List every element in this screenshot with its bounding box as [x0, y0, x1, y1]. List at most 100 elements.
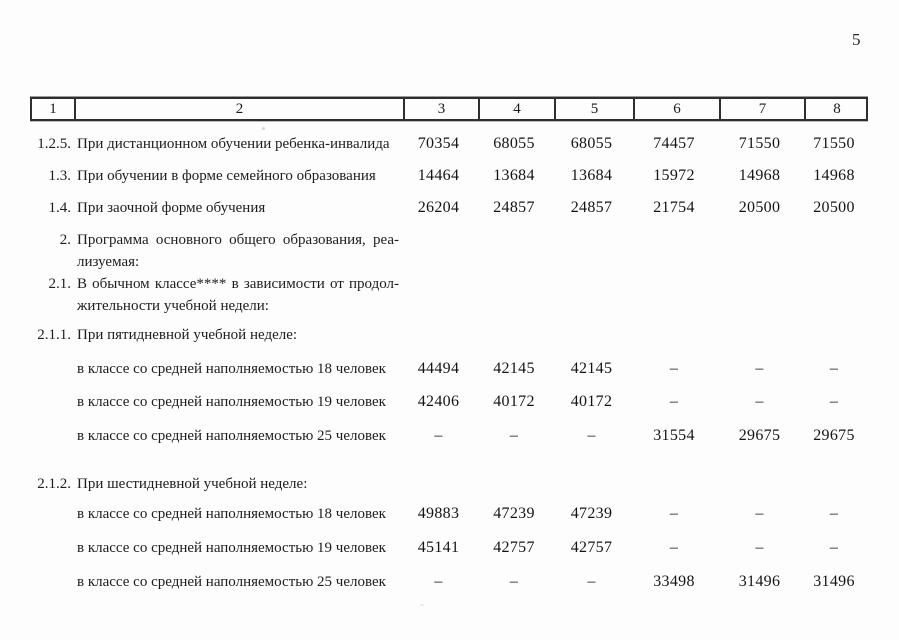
row-description-line: Программа основного общего образования, …: [77, 232, 399, 248]
value-cell: –: [509, 427, 519, 444]
row-description: в классе со средней наполняемостью 19 че…: [72, 537, 401, 559]
row-number: [30, 391, 72, 413]
table-row: в классе со средней наполняемостью 25 че…: [30, 425, 868, 447]
row-number: 1.2.5.: [37, 136, 71, 152]
value-cell: 68055: [493, 135, 535, 152]
table-row: 1.4. При заочной форме обучения 26204 24857…: [30, 197, 868, 219]
value-cell: [401, 273, 476, 317]
value-cell: 29675: [813, 427, 855, 444]
value-cell: –: [509, 573, 519, 590]
table-row: 1.2.5. При дистанционном обучении ребенка…: [30, 133, 868, 155]
row-description: в классе со средней наполняемостью 25 че…: [72, 425, 401, 447]
row-description: При обучении в форме семейного образован…: [72, 165, 401, 187]
value-cell: –: [829, 539, 839, 556]
row-number: [30, 571, 72, 593]
table-row: в классе со средней наполняемостью 19 че…: [30, 537, 868, 559]
value-cell: 31496: [813, 573, 855, 590]
value-cell: [802, 273, 866, 317]
value-cell: –: [669, 360, 679, 377]
row-description-line: в классе со средней наполняемостью 19 че…: [77, 394, 386, 410]
value-cell: [631, 273, 717, 317]
value-cell: 29675: [738, 427, 781, 444]
row-description-line: жительности учебной недели:: [77, 298, 269, 314]
row-number: 2.1.2.: [37, 476, 71, 492]
value-cell: [401, 324, 476, 346]
value-cell: 49883: [417, 505, 460, 522]
page-number: 5: [852, 30, 861, 49]
value-cell: –: [829, 505, 839, 522]
scan-speck: [420, 604, 424, 606]
table-row: 2. Программа основного общего образования…: [30, 229, 868, 273]
row-description-line: При пятидневной учебной неделе:: [77, 327, 298, 343]
value-cell: 42757: [570, 539, 613, 556]
value-cell: [631, 324, 717, 346]
table-row: в классе со средней наполняемостью 25 че…: [30, 571, 868, 593]
value-cell: 45141: [417, 539, 460, 556]
value-cell: –: [755, 360, 764, 377]
row-description: При пятидневной учебной неделе:: [72, 324, 401, 346]
value-cell: –: [755, 393, 764, 410]
row-description-line: При обучении в форме семейного образован…: [77, 168, 376, 184]
value-cell: [802, 229, 866, 273]
header-cell: 3: [403, 99, 478, 119]
value-cell: [476, 273, 552, 317]
row-number: [30, 358, 72, 380]
row-description-line: в классе со средней наполняемостью 18 че…: [77, 506, 386, 522]
value-cell: [717, 324, 802, 346]
value-cell: [717, 473, 802, 495]
row-number: 1.3.: [48, 168, 72, 184]
value-cell: 20500: [738, 199, 781, 216]
value-cell: –: [434, 573, 443, 590]
table-row: 2.1. В обычном классе**** в зависимости о…: [30, 273, 868, 317]
row-description-line: При заочной форме обучения: [77, 200, 266, 216]
value-cell: 47239: [493, 505, 535, 522]
scan-speck: [262, 127, 265, 130]
row-description: При заочной форме обучения: [72, 197, 401, 219]
value-cell: 21754: [653, 199, 695, 216]
value-cell: –: [829, 360, 839, 377]
value-cell: –: [669, 539, 679, 556]
value-cell: 70354: [417, 135, 460, 152]
row-number: [30, 503, 72, 525]
value-cell: [802, 324, 866, 346]
value-cell: 74457: [653, 135, 695, 152]
value-cell: [552, 324, 631, 346]
value-cell: 40172: [570, 393, 613, 410]
value-cell: 31554: [653, 427, 695, 444]
row-description-line: При дистанционном обучении ребенка-инвал…: [77, 136, 390, 152]
row-description: в классе со средней наполняемостью 18 че…: [72, 503, 401, 525]
value-cell: [552, 273, 631, 317]
value-cell: 13684: [570, 167, 613, 184]
table-row: 2.1.1. При пятидневной учебной неделе:: [30, 324, 868, 346]
value-cell: 13684: [493, 167, 535, 184]
header-cell: 5: [554, 99, 633, 119]
value-cell: 47239: [570, 505, 613, 522]
value-cell: [631, 473, 717, 495]
header-cell: 4: [478, 99, 554, 119]
value-cell: 14968: [738, 167, 781, 184]
row-description-line: в классе со средней наполняемостью 19 че…: [77, 540, 386, 556]
header-cell: 8: [804, 99, 868, 119]
header-cell: 1: [49, 101, 57, 117]
header-cell: 6: [633, 99, 719, 119]
value-cell: –: [755, 539, 764, 556]
row-description: В обычном классе**** в зависимости от пр…: [72, 273, 401, 317]
value-cell: 33498: [653, 573, 695, 590]
table-row: 1.3. При обучении в форме семейного образ…: [30, 165, 868, 187]
value-cell: 44494: [417, 360, 460, 377]
value-cell: 42145: [493, 360, 535, 377]
value-cell: 68055: [570, 135, 613, 152]
value-cell: [401, 229, 476, 273]
value-cell: –: [669, 393, 679, 410]
value-cell: 42145: [570, 360, 613, 377]
value-cell: 20500: [813, 199, 855, 216]
value-cell: 26204: [417, 199, 460, 216]
value-cell: [717, 229, 802, 273]
value-cell: [802, 473, 866, 495]
value-cell: 14464: [417, 167, 460, 184]
value-cell: 24857: [493, 199, 535, 216]
value-cell: –: [587, 573, 596, 590]
value-cell: 71550: [813, 135, 855, 152]
value-cell: [476, 473, 552, 495]
